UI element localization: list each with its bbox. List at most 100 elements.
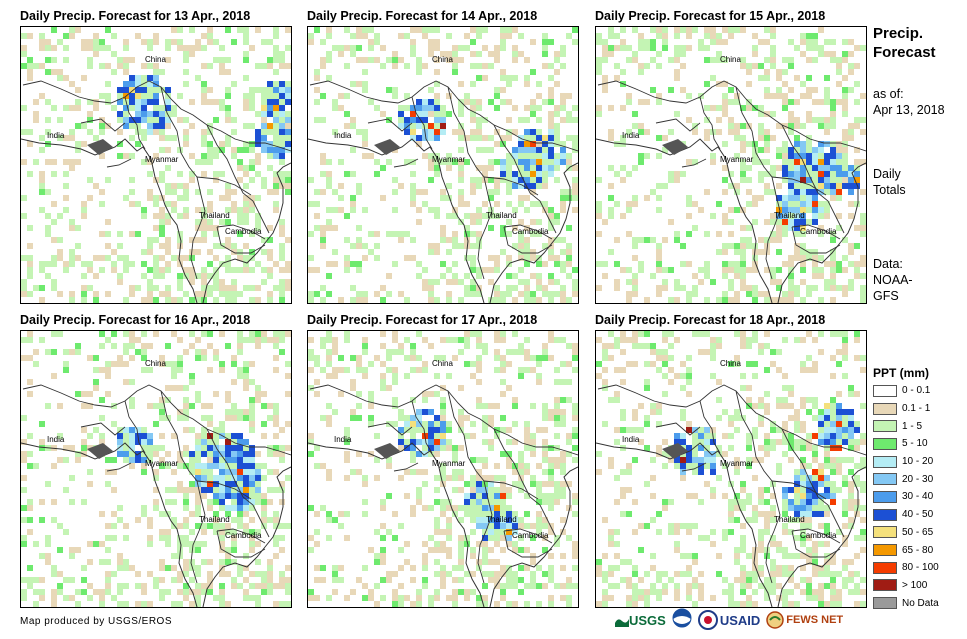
legend-label: > 100	[902, 579, 928, 591]
legend-swatch	[873, 473, 897, 486]
forecast-panel: Daily Precip. Forecast for 17 Apr., 2018…	[307, 310, 579, 608]
place-label-india: India	[622, 435, 640, 444]
legend-item: 5 - 10	[873, 435, 939, 453]
precip-map: China India Myanmar Thailand Cambodia	[595, 26, 867, 304]
panel-title: Daily Precip. Forecast for 14 Apr., 2018	[307, 9, 538, 23]
place-label-myanmar: Myanmar	[720, 459, 754, 468]
data-line-2: NOAA-	[873, 273, 913, 287]
legend-label: 30 - 40	[902, 491, 934, 503]
place-label-myanmar: Myanmar	[432, 459, 466, 468]
as-of-date: Apr 13, 2018	[873, 103, 945, 117]
legend-label: 50 - 65	[902, 526, 934, 538]
legend-item: 80 - 100	[873, 559, 939, 577]
legend-swatch	[873, 544, 897, 557]
legend-swatch	[873, 402, 897, 415]
title-line-1: Precip.	[873, 25, 924, 42]
place-label-cambodia: Cambodia	[800, 531, 837, 540]
legend-label: 20 - 30	[902, 473, 934, 485]
legend-swatch	[873, 561, 897, 574]
forecast-panel: Daily Precip. Forecast for 15 Apr., 2018…	[595, 6, 867, 304]
precip-map: China India Myanmar Thailand Cambodia	[595, 330, 867, 608]
legend-label: 40 - 50	[902, 509, 934, 521]
legend-swatch	[873, 490, 897, 503]
panel-title: Daily Precip. Forecast for 15 Apr., 2018	[595, 9, 826, 23]
place-label-china: China	[720, 359, 741, 368]
data-line-1: Data:	[873, 257, 903, 271]
legend-item: 30 - 40	[873, 488, 939, 506]
data-line-3: GFS	[873, 289, 899, 303]
place-label-myanmar: Myanmar	[145, 155, 179, 164]
place-label-cambodia: Cambodia	[512, 227, 549, 236]
legend-swatch	[873, 420, 897, 433]
place-label-india: India	[47, 131, 65, 140]
place-label-cambodia: Cambodia	[512, 531, 549, 540]
legend-title: PPT (mm)	[873, 366, 930, 380]
totals-block: Daily Totals	[873, 166, 906, 198]
panel-title: Daily Precip. Forecast for 13 Apr., 2018	[20, 9, 251, 23]
as-of-block: as of: Apr 13, 2018	[873, 86, 945, 118]
legend-label: 1 - 5	[902, 420, 923, 432]
legend-item: 0 - 0.1	[873, 382, 939, 400]
precip-map: China India Myanmar Thailand Cambodia	[20, 26, 292, 304]
place-label-cambodia: Cambodia	[225, 531, 262, 540]
place-label-cambodia: Cambodia	[225, 227, 262, 236]
legend-item: No Data	[873, 594, 939, 612]
panel-title: Daily Precip. Forecast for 16 Apr., 2018	[20, 313, 251, 327]
fewsnet-globe-icon	[766, 611, 785, 629]
logo-strip: USGS USAID FEWS NET	[615, 606, 843, 634]
legend-item: > 100	[873, 577, 939, 595]
forecast-panel: Daily Precip. Forecast for 18 Apr., 2018…	[595, 310, 867, 608]
legend-item: 0.1 - 1	[873, 400, 939, 418]
precip-map: China India Myanmar Thailand Cambodia	[20, 330, 292, 608]
forecast-panel: Daily Precip. Forecast for 14 Apr., 2018…	[307, 6, 579, 304]
legend-item: 10 - 20	[873, 453, 939, 471]
place-label-china: China	[432, 55, 453, 64]
legend-swatch	[873, 455, 897, 468]
data-source-block: Data: NOAA- GFS	[873, 256, 913, 304]
legend-swatch	[873, 526, 897, 539]
place-label-thailand: Thailand	[486, 211, 517, 220]
legend-label: 10 - 20	[902, 456, 934, 468]
place-label-thailand: Thailand	[774, 211, 805, 220]
place-label-india: India	[334, 435, 352, 444]
panel-title: Daily Precip. Forecast for 17 Apr., 2018	[307, 313, 538, 327]
place-label-china: China	[720, 55, 741, 64]
fewsnet-logo: FEWS NET	[766, 611, 843, 629]
place-label-india: India	[334, 131, 352, 140]
legend-swatch	[873, 508, 897, 521]
place-label-thailand: Thailand	[199, 515, 230, 524]
totals-line-2: Totals	[873, 183, 906, 197]
legend-label: No Data	[902, 597, 939, 609]
as-of-label: as of:	[873, 87, 904, 101]
place-label-thailand: Thailand	[486, 515, 517, 524]
precip-map: China India Myanmar Thailand Cambodia	[307, 26, 579, 304]
place-label-cambodia: Cambodia	[800, 227, 837, 236]
legend-item: 40 - 50	[873, 506, 939, 524]
place-label-india: India	[47, 435, 65, 444]
forecast-panel: Daily Precip. Forecast for 13 Apr., 2018…	[20, 6, 292, 304]
forecast-panel: Daily Precip. Forecast for 16 Apr., 2018…	[20, 310, 292, 608]
legend-label: 0 - 0.1	[902, 385, 931, 397]
legend: PPT (mm) 0 - 0.1 0.1 - 1 1 - 5 5 - 10 10 - 2…	[873, 364, 939, 612]
place-label-thailand: Thailand	[774, 515, 805, 524]
totals-line-1: Daily	[873, 167, 901, 181]
legend-item: 1 - 5	[873, 417, 939, 435]
legend-item: 65 - 80	[873, 541, 939, 559]
place-label-china: China	[145, 55, 166, 64]
usaid-logo: USAID	[697, 610, 760, 630]
sidebar-title: Precip. Forecast	[873, 24, 936, 62]
title-line-2: Forecast	[873, 44, 936, 61]
place-label-myanmar: Myanmar	[432, 155, 466, 164]
usgs-wave-icon	[615, 619, 629, 627]
legend-swatch	[873, 384, 897, 397]
place-label-india: India	[622, 131, 640, 140]
legend-label: 80 - 100	[902, 562, 939, 574]
place-label-china: China	[432, 359, 453, 368]
place-label-china: China	[145, 359, 166, 368]
legend-swatch	[873, 579, 897, 592]
legend-item: 20 - 30	[873, 470, 939, 488]
noaa-logo-icon	[672, 608, 692, 633]
map-credit: Map produced by USGS/EROS	[20, 616, 173, 627]
legend-label: 5 - 10	[902, 438, 928, 450]
legend-label: 65 - 80	[902, 544, 934, 556]
